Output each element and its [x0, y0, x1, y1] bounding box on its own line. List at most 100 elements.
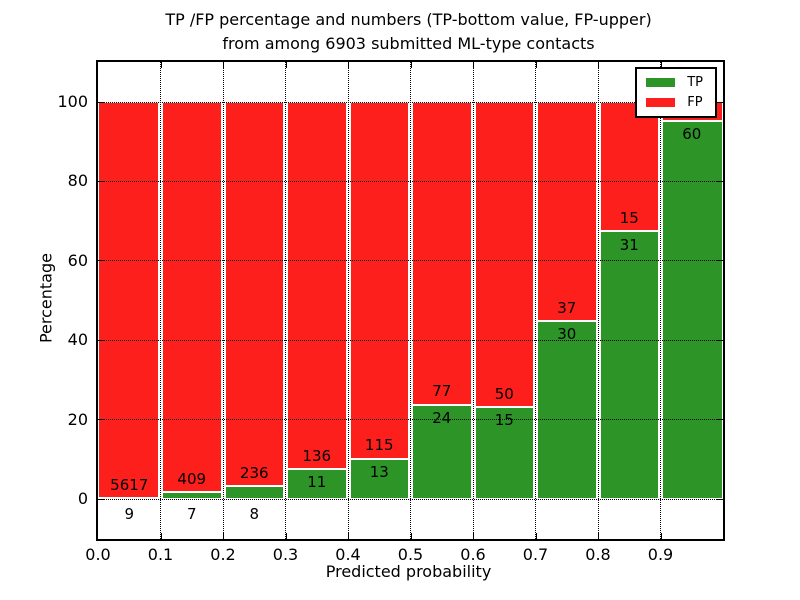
chart-title-line2: from among 6903 submitted ML-type contac… [222, 34, 595, 53]
y-tick-mark [717, 419, 723, 421]
vertical-gridline [472, 62, 474, 539]
x-tick-label: 0.9 [647, 545, 674, 564]
fp-swatch-icon [646, 98, 676, 107]
bar-segment-fp [412, 102, 472, 405]
plot-area: 5617 9 409 7 236 8 136 11 115 13 77 24 50 15 37 30 15 31 6… [57, 60, 725, 564]
fp-count-label: 409 [177, 470, 207, 489]
fp-count-label: 50 [494, 385, 514, 404]
bar-segment-tp [662, 121, 723, 499]
bar-segment-fp [599, 102, 659, 232]
y-tick-mark [717, 498, 723, 500]
x-tick-mark [223, 533, 224, 539]
horizontal-gridline [98, 180, 723, 182]
x-tick-label: 0.4 [335, 545, 361, 564]
bar-segment-fp [224, 102, 284, 486]
bar-segment-tp [224, 485, 284, 499]
vertical-gridline [285, 62, 286, 539]
y-tick-label: 0 [77, 489, 88, 508]
vertical-gridline [222, 62, 224, 539]
legend: TP FP [635, 67, 717, 118]
bar-segment-tp [599, 231, 659, 499]
tp-count-label: 11 [307, 473, 327, 492]
x-tick-mark [223, 62, 224, 68]
x-axis-label: Predicted probability [325, 562, 492, 581]
y-tick-mark [98, 498, 104, 500]
x-tick-mark [598, 533, 599, 539]
x-tick-label: 0.0 [85, 545, 111, 564]
bar-segment-fp [162, 102, 222, 493]
x-tick-mark [473, 533, 474, 539]
bar-segment-fp [537, 102, 597, 322]
horizontal-gridline [98, 498, 723, 500]
bar-segment-fp [98, 102, 159, 499]
vertical-gridline [597, 62, 599, 539]
tp-count-label: 60 [682, 125, 702, 144]
bar-segment-tp [474, 407, 534, 499]
x-tick-label: 0.7 [522, 545, 549, 564]
x-tick-mark [285, 533, 287, 539]
fp-count-label: 15 [619, 209, 639, 228]
vertical-gridline [347, 62, 349, 539]
horizontal-gridline [98, 101, 723, 103]
tp-count-label: 8 [249, 505, 260, 524]
y-tick-mark [98, 101, 104, 103]
x-tick-mark [598, 62, 599, 68]
tp-count-label: 13 [369, 462, 389, 481]
vertical-gridline [660, 62, 661, 539]
tp-count-label: 31 [619, 235, 639, 254]
fp-count-label: 77 [432, 382, 452, 401]
x-tick-label: 0.3 [272, 545, 299, 564]
bar-segment-tp [412, 404, 472, 499]
tp-count-label: 7 [186, 505, 197, 524]
bar-segment-tp [349, 458, 409, 499]
y-tick-mark [98, 260, 104, 262]
y-tick-label: 60 [67, 250, 88, 270]
legend-entry-fp: FP [646, 96, 703, 109]
x-tick-mark [660, 533, 662, 539]
x-tick-mark [160, 533, 162, 539]
y-tick-label: 20 [67, 409, 88, 429]
x-tick-label: 0.6 [460, 545, 486, 564]
y-tick-mark [717, 180, 723, 182]
y-tick-mark [98, 419, 104, 421]
bar-segment-fp [474, 102, 534, 408]
x-tick-mark [285, 62, 287, 68]
y-tick-mark [717, 101, 723, 103]
bar-segment-fp [287, 102, 347, 470]
chart-title: TP /FP percentage and numbers (TP-bottom… [96, 8, 721, 56]
chart-title-line1: TP /FP percentage and numbers (TP-bottom… [165, 10, 652, 29]
x-tick-label: 0.2 [210, 545, 236, 564]
fp-count-label: 115 [364, 436, 394, 455]
legend-label-tp: TP [687, 75, 703, 90]
x-tick-mark [160, 62, 162, 68]
x-tick-label: 0.5 [397, 545, 424, 564]
y-tick-label: 40 [67, 330, 88, 350]
y-tick-mark [717, 260, 723, 262]
tp-count-label: 9 [124, 505, 135, 524]
bar-segment-tp [537, 321, 597, 499]
horizontal-gridline [98, 339, 723, 341]
fp-count-label: 136 [302, 447, 332, 466]
legend-entry-tp: TP [646, 76, 703, 89]
bar-segment-fp [349, 102, 409, 459]
horizontal-gridline [98, 419, 723, 421]
vertical-gridline [535, 62, 536, 539]
x-tick-mark [410, 62, 412, 68]
horizontal-gridline [98, 260, 723, 262]
vertical-gridline [160, 62, 161, 539]
x-tick-mark [410, 533, 412, 539]
x-tick-mark [348, 62, 349, 68]
y-tick-label: 100 [57, 92, 88, 111]
x-tick-label: 0.1 [147, 545, 174, 564]
vertical-gridline [410, 62, 411, 539]
x-tick-label: 0.8 [585, 545, 611, 564]
y-tick-mark [98, 339, 104, 341]
legend-label-fp: FP [687, 95, 703, 110]
tp-count-label: 15 [494, 411, 514, 430]
fp-count-label: 37 [557, 299, 577, 318]
bar-segment-tp [287, 469, 347, 499]
x-tick-mark [348, 533, 349, 539]
fp-count-label: 236 [239, 463, 269, 482]
tp-count-label: 30 [557, 325, 577, 344]
